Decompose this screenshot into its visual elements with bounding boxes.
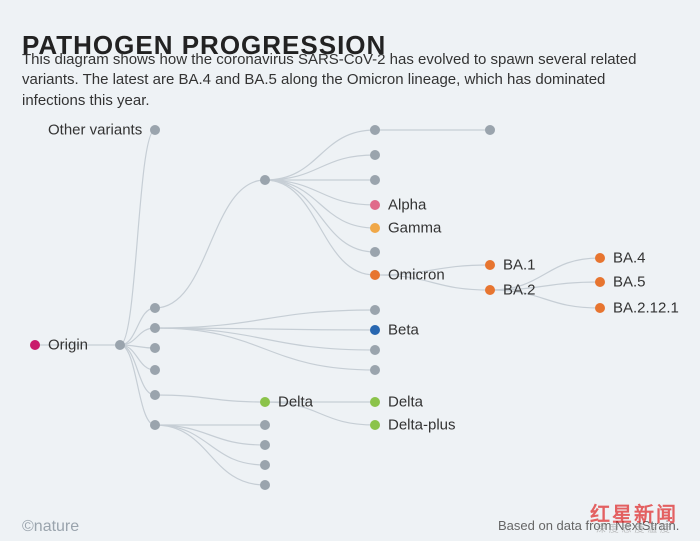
- node-t_g3: [370, 175, 380, 185]
- node-t_g4: [370, 247, 380, 257]
- node-h3: [260, 175, 270, 185]
- label-ba5: BA.5: [613, 274, 646, 291]
- label-beta: Beta: [388, 322, 419, 339]
- node-origin: [30, 340, 40, 350]
- node-h2c: [150, 343, 160, 353]
- node-delta_mid: [260, 397, 270, 407]
- node-ba1: [485, 260, 495, 270]
- node-ba5: [595, 277, 605, 287]
- node-delta2: [370, 397, 380, 407]
- node-t_g5: [370, 305, 380, 315]
- label-omicron: Omicron: [388, 267, 445, 284]
- node-h2d: [150, 365, 160, 375]
- label-delta_mid: Delta: [278, 394, 313, 411]
- node-h2f: [150, 420, 160, 430]
- node-t_g7: [370, 365, 380, 375]
- label-origin: Origin: [48, 337, 88, 354]
- node-gamma: [370, 223, 380, 233]
- node-alpha: [370, 200, 380, 210]
- label-deltaplus: Delta-plus: [388, 417, 456, 434]
- label-ba2121: BA.2.12.1: [613, 300, 679, 317]
- node-t_g6: [370, 345, 380, 355]
- subtitle: This diagram shows how the coronavirus S…: [22, 50, 662, 111]
- watermark-tagline: 深 度 态 度 温 度: [596, 520, 670, 535]
- node-h2a: [150, 303, 160, 313]
- node-h3g1: [260, 420, 270, 430]
- label-gamma: Gamma: [388, 220, 441, 237]
- node-beta: [370, 325, 380, 335]
- node-ba2121: [595, 303, 605, 313]
- node-h3g3: [260, 460, 270, 470]
- node-ba4: [595, 253, 605, 263]
- node-omicron: [370, 270, 380, 280]
- node-h2b: [150, 323, 160, 333]
- label-delta2: Delta: [388, 394, 423, 411]
- label-ba2: BA.2: [503, 282, 536, 299]
- credit-nature: ©nature: [22, 518, 79, 536]
- node-h3g4: [260, 480, 270, 490]
- node-h1: [115, 340, 125, 350]
- label-other_top: Other variants: [48, 122, 142, 139]
- label-ba1: BA.1: [503, 257, 536, 274]
- node-ba2: [485, 285, 495, 295]
- node-other_top: [150, 125, 160, 135]
- label-alpha: Alpha: [388, 197, 426, 214]
- label-ba4: BA.4: [613, 250, 646, 267]
- node-h2e: [150, 390, 160, 400]
- node-t_top_far: [485, 125, 495, 135]
- node-t_g1: [370, 125, 380, 135]
- node-t_g2: [370, 150, 380, 160]
- node-h3g2: [260, 440, 270, 450]
- node-deltaplus: [370, 420, 380, 430]
